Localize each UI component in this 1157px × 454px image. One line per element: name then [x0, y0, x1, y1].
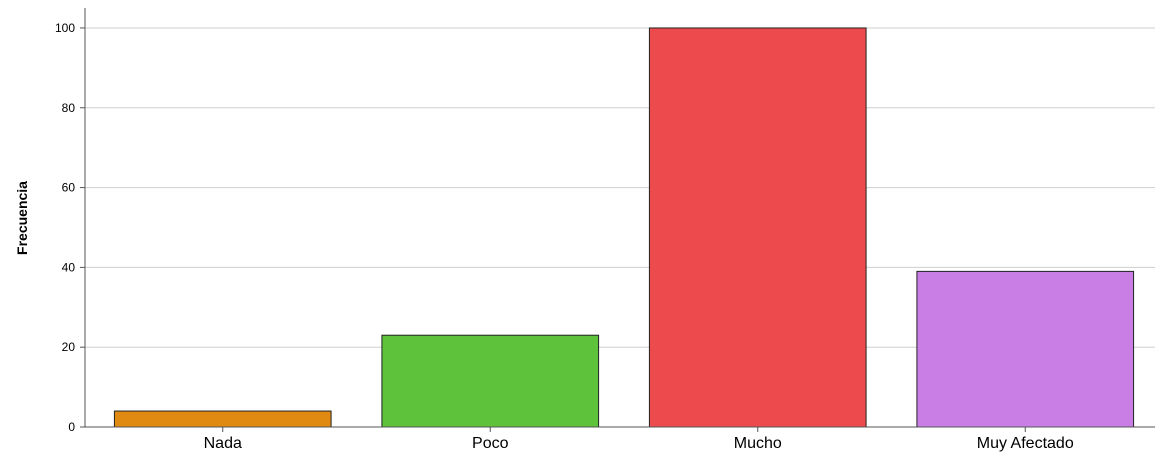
bar-mucho — [648, 27, 867, 428]
y-tick-label: 0 — [68, 420, 75, 434]
bars — [113, 27, 1135, 428]
y-tick-labels: 0 20 40 60 80 100 — [55, 21, 85, 434]
bar-muy-afectado — [916, 270, 1135, 428]
y-tick-label: 20 — [62, 340, 76, 354]
x-tick-label: Poco — [472, 435, 509, 452]
y-axis-label: Frecuencia — [14, 181, 30, 255]
x-tick-label: Nada — [204, 435, 242, 452]
axes — [84, 8, 1155, 428]
x-tick-label: Muy Afectado — [977, 435, 1074, 452]
y-tick-label: 80 — [62, 101, 76, 115]
x-tick-labels: Nada Poco Mucho Muy Afectado — [204, 427, 1074, 452]
bar-nada — [113, 410, 332, 428]
y-tick-label: 100 — [55, 21, 75, 35]
bar-poco — [381, 334, 600, 428]
y-tick-label: 60 — [62, 181, 76, 195]
x-tick-label: Mucho — [734, 435, 782, 452]
y-tick-label: 40 — [62, 260, 76, 274]
